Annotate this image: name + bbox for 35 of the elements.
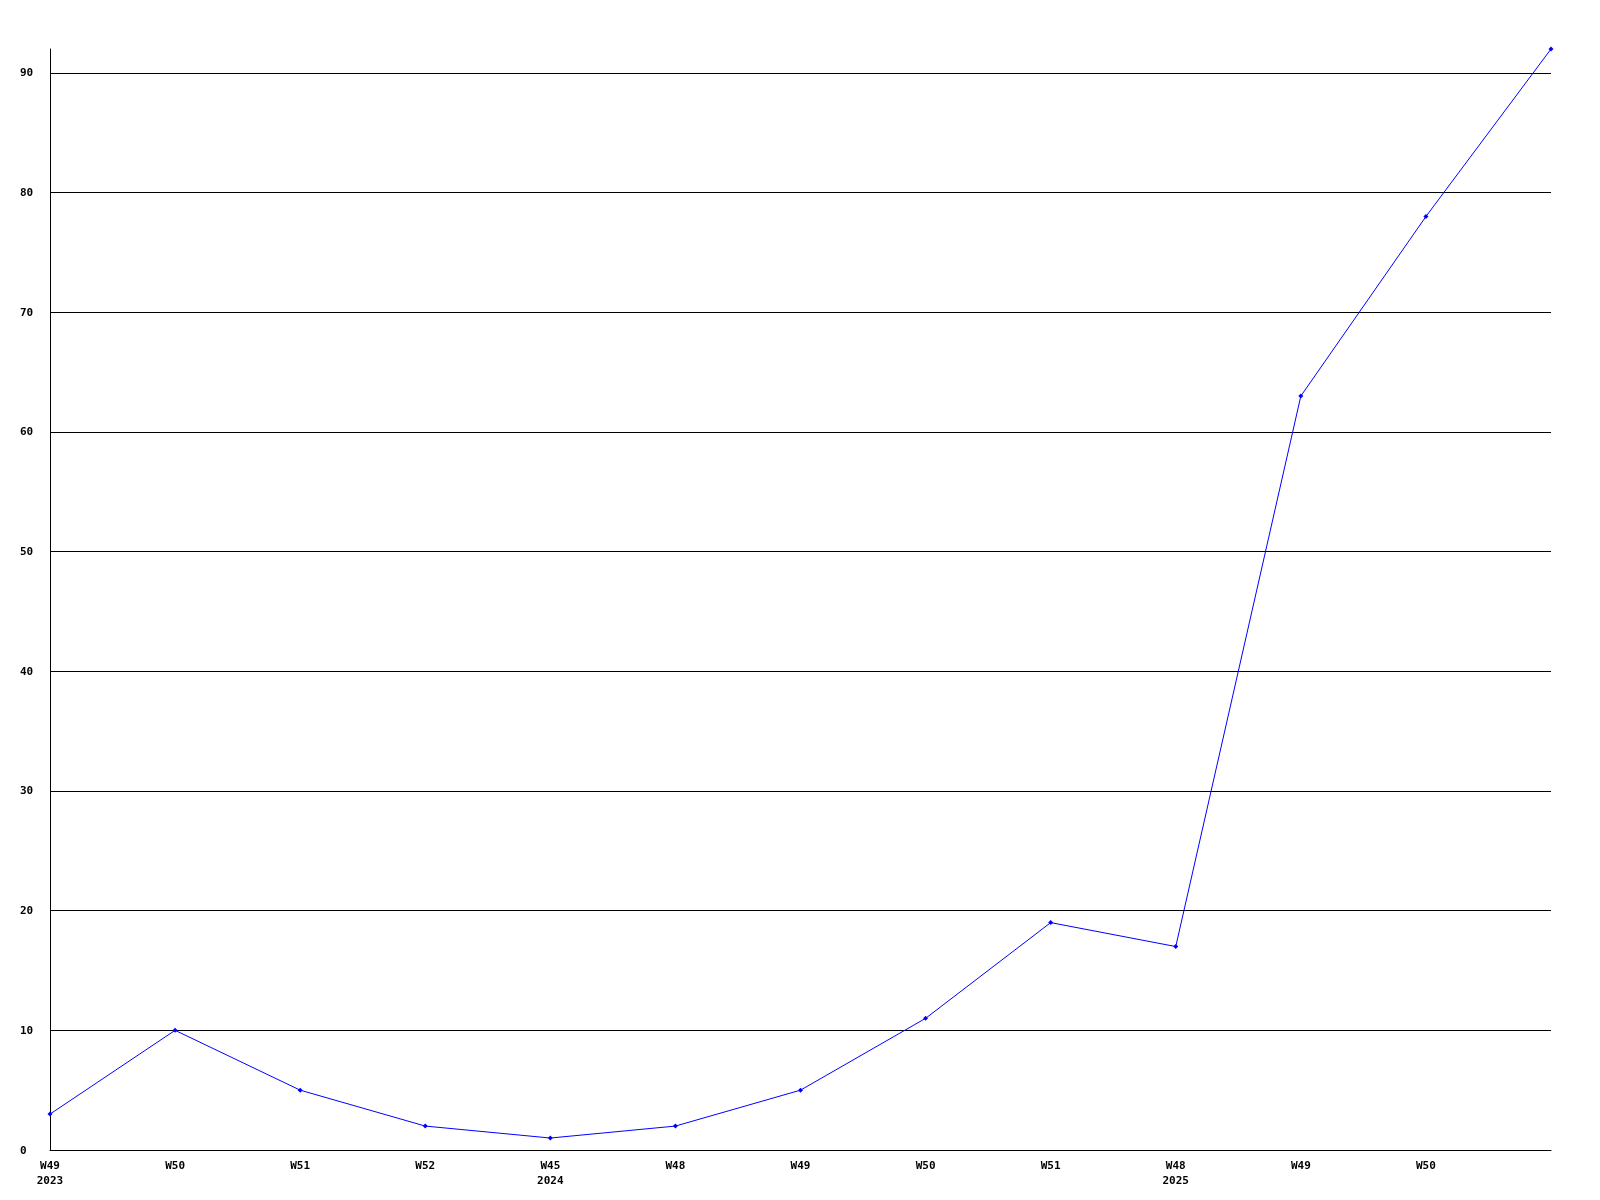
y-tick-label: 30 (20, 784, 34, 798)
x-tick-label: W49 (1290, 1159, 1311, 1172)
y-tick-label: 50 (20, 545, 34, 559)
y-tick-label: 60 (20, 425, 34, 439)
x-tick-label: W51 (290, 1159, 311, 1172)
point (672, 1123, 678, 1129)
point (422, 1123, 428, 1129)
y-tick-label: 40 (20, 664, 34, 678)
point (47, 1111, 53, 1117)
y-tick-label: 70 (20, 305, 34, 319)
point (923, 1015, 929, 1021)
point (547, 1135, 553, 1141)
x-tick-label: W49 (790, 1159, 811, 1172)
x-tick-label: W45 2024 (537, 1159, 564, 1187)
point (1548, 46, 1554, 52)
point (1298, 393, 1304, 399)
x-tick-label: W48 2025 (1162, 1159, 1189, 1187)
x-tick-label: W50 (915, 1159, 936, 1172)
point (1173, 944, 1179, 950)
point (172, 1027, 178, 1033)
x-tick-label: W50 (165, 1159, 186, 1172)
x-tick-label: W52 (415, 1159, 436, 1172)
x-tick-label: W51 (1040, 1159, 1061, 1172)
point (1048, 920, 1054, 926)
y-tick-label: 20 (20, 904, 34, 918)
point (297, 1087, 303, 1093)
y-tick-label: 80 (20, 186, 34, 200)
point (798, 1087, 803, 1093)
x-tick-label: W50 (1415, 1159, 1436, 1172)
x-tick-label: W49 2023 (36, 1159, 64, 1187)
y-tick-label: 0 (20, 1143, 27, 1157)
y-tick-label: 90 (20, 66, 34, 80)
y-tick-label: 10 (20, 1023, 34, 1037)
point (1423, 214, 1429, 220)
x-tick-label: W48 (665, 1159, 686, 1172)
